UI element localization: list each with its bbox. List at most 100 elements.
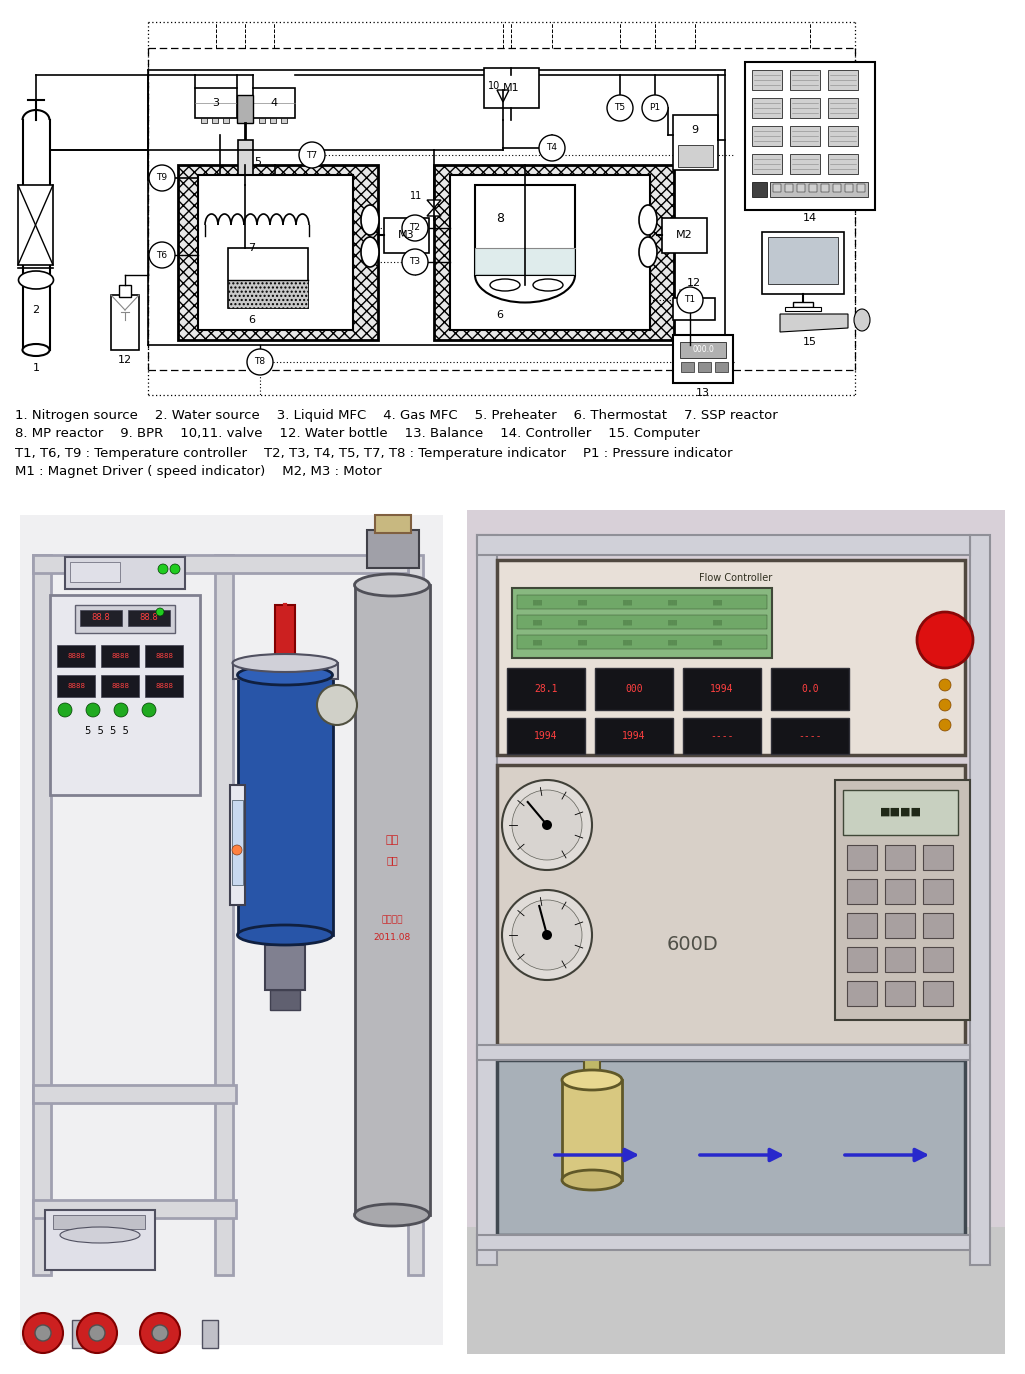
Circle shape [539, 135, 565, 161]
Bar [201, 118, 207, 124]
Text: 7: 7 [248, 243, 255, 253]
Bar [797, 184, 805, 192]
Bar [745, 62, 875, 210]
Circle shape [542, 820, 552, 830]
Text: 8888: 8888 [111, 683, 129, 688]
Bar [584, 1050, 600, 1081]
Bar [790, 98, 820, 118]
Circle shape [642, 95, 668, 121]
Circle shape [402, 249, 428, 275]
Text: M1: M1 [502, 82, 520, 93]
Bar [594, 668, 673, 710]
Bar [238, 140, 253, 185]
Text: 10: 10 [488, 81, 500, 91]
Bar [517, 616, 767, 629]
Circle shape [402, 214, 428, 240]
Bar [50, 595, 200, 796]
Bar [885, 879, 915, 904]
Bar [270, 118, 276, 124]
Ellipse shape [562, 1070, 622, 1090]
Bar [771, 719, 849, 754]
Circle shape [502, 890, 592, 980]
Bar [970, 534, 990, 1265]
Ellipse shape [639, 236, 657, 267]
Bar [752, 98, 782, 118]
Text: 1. Nitrogen source    2. Water source    3. Liquid MFC    4. Gas MFC    5. Prehe: 1. Nitrogen source 2. Water source 3. Li… [15, 408, 778, 422]
Bar [922, 845, 953, 870]
Circle shape [58, 703, 72, 717]
Bar [57, 644, 95, 666]
Ellipse shape [233, 654, 337, 672]
Text: 0.0: 0.0 [802, 684, 819, 694]
Bar [793, 302, 813, 306]
Bar [253, 88, 295, 118]
Text: 2: 2 [33, 305, 40, 315]
Bar [835, 780, 970, 1020]
Text: |||||: ||||| [667, 599, 676, 605]
Circle shape [512, 790, 582, 860]
Ellipse shape [18, 271, 53, 289]
Text: |||||: ||||| [622, 599, 632, 605]
Bar [477, 534, 497, 1265]
Text: M2: M2 [675, 229, 692, 240]
Circle shape [317, 686, 357, 725]
Circle shape [917, 611, 973, 668]
Bar [484, 67, 539, 109]
Text: M3: M3 [398, 229, 414, 240]
Bar [507, 719, 585, 754]
Bar [828, 126, 858, 146]
Bar [57, 675, 95, 697]
Bar [845, 184, 853, 192]
Bar [922, 947, 953, 971]
Text: T1: T1 [685, 295, 696, 305]
Bar [119, 284, 131, 297]
Bar [228, 280, 308, 308]
Bar [270, 991, 300, 1010]
Circle shape [86, 703, 100, 717]
Bar [507, 668, 585, 710]
Text: 000.0: 000.0 [692, 345, 714, 354]
Bar [885, 845, 915, 870]
Bar [53, 1215, 145, 1228]
Bar [467, 1227, 1004, 1353]
Bar [101, 675, 139, 697]
Bar [477, 1046, 970, 1059]
Text: |||||: ||||| [667, 620, 676, 625]
Bar [673, 298, 715, 320]
Ellipse shape [562, 1171, 622, 1190]
Text: 12: 12 [118, 354, 132, 365]
Bar [80, 610, 122, 627]
Bar [885, 912, 915, 938]
Text: 8888: 8888 [67, 683, 85, 688]
Polygon shape [497, 91, 509, 102]
Bar [752, 154, 782, 174]
Ellipse shape [60, 1227, 140, 1243]
Circle shape [149, 242, 175, 268]
Bar [828, 98, 858, 118]
Bar [885, 947, 915, 971]
Bar [147, 1320, 163, 1348]
Text: |||||: ||||| [667, 639, 676, 644]
Bar [70, 562, 120, 583]
Text: 14: 14 [803, 213, 817, 223]
Bar [202, 1320, 218, 1348]
Text: 000: 000 [625, 684, 643, 694]
Bar [512, 588, 772, 658]
Bar [15, 506, 448, 1355]
Bar [475, 185, 575, 275]
Bar [828, 70, 858, 91]
Bar [497, 561, 965, 754]
Text: |||||: ||||| [577, 599, 587, 605]
Circle shape [170, 563, 180, 574]
Bar [809, 184, 817, 192]
Text: T2: T2 [410, 224, 420, 232]
Ellipse shape [361, 236, 379, 267]
Bar [847, 947, 877, 971]
Polygon shape [780, 315, 848, 333]
Bar [237, 95, 253, 124]
Circle shape [23, 1314, 63, 1353]
Bar [517, 635, 767, 649]
Polygon shape [427, 207, 441, 216]
Text: T1, T6, T9 : Temperature controller    T2, T3, T4, T5, T7, T8 : Temperature indi: T1, T6, T9 : Temperature controller T2, … [15, 447, 733, 459]
Bar [678, 146, 713, 168]
